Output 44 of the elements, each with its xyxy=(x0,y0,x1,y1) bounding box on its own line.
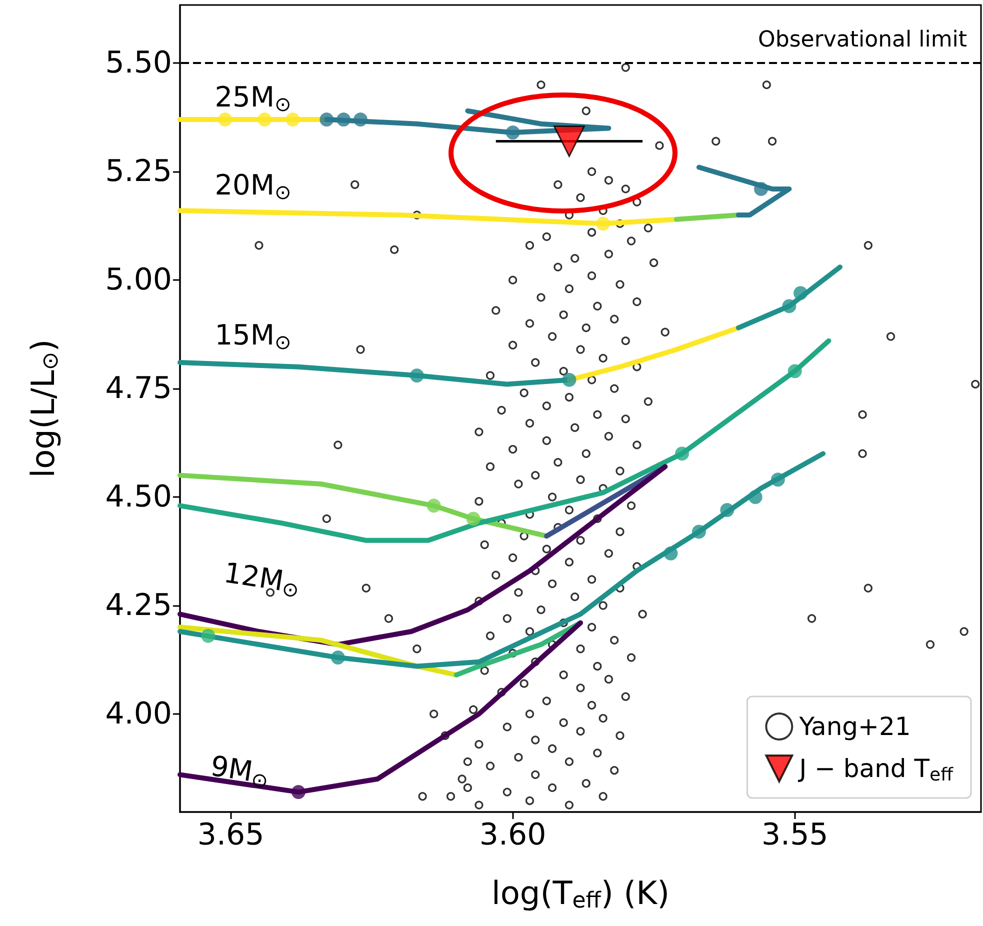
point xyxy=(788,364,802,378)
ref-line-label: Observational limit xyxy=(758,28,968,53)
x-tick-label: 3.65 xyxy=(197,818,264,852)
point xyxy=(782,299,796,314)
point xyxy=(258,112,272,127)
point xyxy=(506,126,520,140)
y-tick-label: 4.00 xyxy=(105,696,172,732)
point xyxy=(201,628,216,643)
point xyxy=(291,785,306,800)
point xyxy=(770,472,785,487)
point xyxy=(794,286,808,300)
annotation: 25M⊙ xyxy=(214,80,292,116)
point xyxy=(426,498,441,513)
y-tick-label: 4.50 xyxy=(105,480,172,515)
y-tick-label: 5.25 xyxy=(105,154,172,190)
point xyxy=(675,446,690,461)
y-tick-label: 5.00 xyxy=(105,262,172,298)
y-tick-label: 4.75 xyxy=(105,371,172,406)
y-tick-label: 4.25 xyxy=(105,588,172,623)
point xyxy=(692,524,706,539)
legend-label: Yang+21 xyxy=(798,712,911,741)
annotation: 12M⊙ xyxy=(222,556,301,602)
point xyxy=(562,372,576,387)
annotation: 20M⊙ xyxy=(214,168,292,204)
point xyxy=(466,512,480,526)
point xyxy=(754,182,768,196)
x-tick-label: 3.55 xyxy=(761,818,828,852)
point xyxy=(286,112,300,127)
point xyxy=(336,112,351,127)
point xyxy=(596,216,610,231)
point xyxy=(553,125,585,157)
point xyxy=(664,546,678,560)
point xyxy=(720,503,734,518)
point xyxy=(218,112,232,127)
y-tick-label: 5.50 xyxy=(105,46,172,81)
point xyxy=(410,368,424,383)
point xyxy=(354,112,368,127)
y-axis-title: log(L/L⊙) xyxy=(24,339,64,478)
point xyxy=(320,112,334,127)
point xyxy=(330,650,345,665)
point xyxy=(748,490,762,504)
annotation: 15M⊙ xyxy=(214,318,292,354)
annotation: 9M⊙ xyxy=(208,749,270,794)
x-tick-label: 3.60 xyxy=(479,818,546,852)
